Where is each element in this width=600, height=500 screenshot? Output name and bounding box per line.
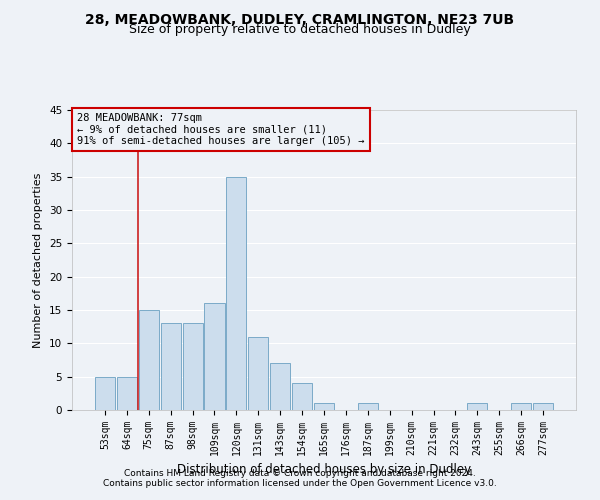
Bar (358, 404, 378, 410)
Bar (314, 404, 334, 410)
Bar (161, 324, 181, 410)
Bar (95, 376, 115, 410)
Text: 28 MEADOWBANK: 77sqm
← 9% of detached houses are smaller (11)
91% of semi-detach: 28 MEADOWBANK: 77sqm ← 9% of detached ho… (77, 113, 365, 146)
Bar (270, 364, 290, 410)
Bar (248, 336, 268, 410)
Text: Contains HM Land Registry data © Crown copyright and database right 2024.: Contains HM Land Registry data © Crown c… (124, 468, 476, 477)
Text: Size of property relative to detached houses in Dudley: Size of property relative to detached ho… (129, 22, 471, 36)
Bar (292, 384, 312, 410)
Bar (205, 304, 224, 410)
Bar (467, 404, 487, 410)
Bar (182, 324, 203, 410)
Bar (139, 310, 159, 410)
Text: Contains public sector information licensed under the Open Government Licence v3: Contains public sector information licen… (103, 478, 497, 488)
Bar (533, 404, 553, 410)
Bar (117, 376, 137, 410)
Y-axis label: Number of detached properties: Number of detached properties (34, 172, 43, 348)
Text: 28, MEADOWBANK, DUDLEY, CRAMLINGTON, NE23 7UB: 28, MEADOWBANK, DUDLEY, CRAMLINGTON, NE2… (85, 12, 515, 26)
X-axis label: Distribution of detached houses by size in Dudley: Distribution of detached houses by size … (177, 464, 471, 476)
Bar (226, 176, 247, 410)
Bar (511, 404, 531, 410)
